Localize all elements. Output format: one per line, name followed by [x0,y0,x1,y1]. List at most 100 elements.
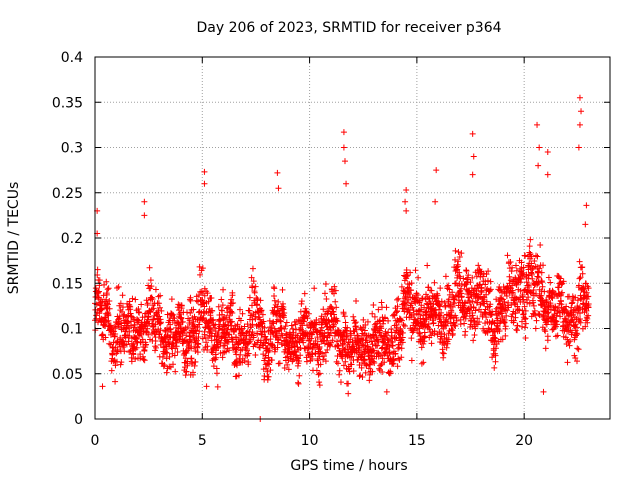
data-point-marker [171,352,178,359]
data-point-marker [442,273,449,280]
data-point-marker [535,274,542,281]
data-point-marker [339,355,346,362]
data-point-marker [132,296,139,303]
data-point-marker [334,353,341,360]
data-point-marker [343,333,350,340]
data-point-marker [321,333,328,340]
axis-ticks: 0 0.05 0.1 0.15 0.2 0.25 0.3 0.35 0.4 0 5 10 15 20 [52,50,610,449]
data-point-marker [297,344,304,351]
data-point-marker [259,311,266,318]
data-point-marker [549,295,556,302]
data-point-marker [213,365,220,372]
data-point-marker [395,295,402,302]
data-point-marker [246,339,253,346]
data-point-marker [542,345,549,352]
data-point-marker [585,293,592,300]
data-point-marker [574,324,581,331]
data-point-marker [370,358,377,365]
data-point-marker [215,303,222,310]
data-point-marker [303,358,310,365]
data-point-marker [322,280,329,287]
data-point-marker [467,279,474,286]
data-point-marker [203,339,210,346]
data-point-marker [321,353,328,360]
data-point-marker [534,253,541,260]
data-point-marker [463,310,470,317]
data-point-marker [366,377,373,384]
data-point-marker [164,333,171,340]
data-point-marker [150,305,157,312]
data-point-marker [182,372,189,379]
data-point-marker [466,313,473,320]
data-point-marker [309,345,316,352]
data-point-marker [513,267,520,274]
data-point-marker [318,313,325,320]
data-point-marker [223,348,230,355]
data-point-marker [432,198,439,205]
data-point-marker [313,316,320,323]
data-point-marker [230,300,237,307]
data-point-marker [94,266,101,273]
data-point-marker [120,338,127,345]
data-point-marker [401,323,408,330]
data-point-marker [424,262,431,269]
data-point-marker [387,370,394,377]
data-point-marker [557,313,564,320]
data-point-marker [234,362,241,369]
x-tick-label: 5 [198,433,207,449]
data-point-marker [350,367,357,374]
data-point-marker [265,354,272,361]
data-point-marker [348,332,355,339]
data-point-marker [492,345,499,352]
data-point-marker [337,347,343,354]
data-point-marker [577,274,584,281]
data-point-marker [438,309,445,316]
data-point-marker [178,305,185,312]
data-point-marker [471,332,478,339]
data-point-marker [449,304,456,311]
data-point-marker [334,318,341,325]
data-point-marker [105,285,112,292]
data-point-marker [529,266,536,273]
data-point-marker [329,337,336,344]
data-point-marker [344,324,351,331]
data-point-marker [141,357,148,364]
data-point-marker [247,338,254,345]
data-point-marker [169,361,176,368]
data-point-marker [219,302,226,309]
data-point-marker [103,278,110,285]
data-point-marker [567,338,574,345]
data-point-marker [183,309,190,316]
data-point-marker [486,287,493,294]
data-point-marker [301,314,308,321]
data-point-marker [370,347,377,354]
data-point-marker [379,344,386,351]
data-point-marker [121,348,128,355]
data-point-marker [195,309,202,316]
data-point-marker [440,350,447,357]
chart-title: Day 206 of 2023, SRMTID for receiver p36… [196,20,501,36]
data-point-marker [348,361,355,368]
data-point-marker [448,326,455,333]
data-point-marker [521,316,528,323]
data-point-marker [254,296,261,303]
data-point-marker [571,306,578,313]
data-point-marker [427,300,434,307]
data-point-marker [120,312,127,319]
data-point-marker [174,349,181,356]
data-point-marker [101,321,108,328]
data-point-marker [538,269,545,276]
data-point-marker [569,329,576,336]
data-point-marker [199,265,206,272]
data-point-marker [173,343,180,350]
data-point-marker [292,321,299,328]
data-point-marker [194,349,201,356]
x-axis-label: GPS time / hours [290,458,407,474]
data-point-marker [428,340,435,347]
data-point-marker [544,149,551,156]
data-point-marker [199,335,206,342]
data-point-marker [330,321,337,328]
data-point-marker [163,369,170,376]
data-point-marker [361,327,368,334]
data-point-marker [276,360,283,367]
